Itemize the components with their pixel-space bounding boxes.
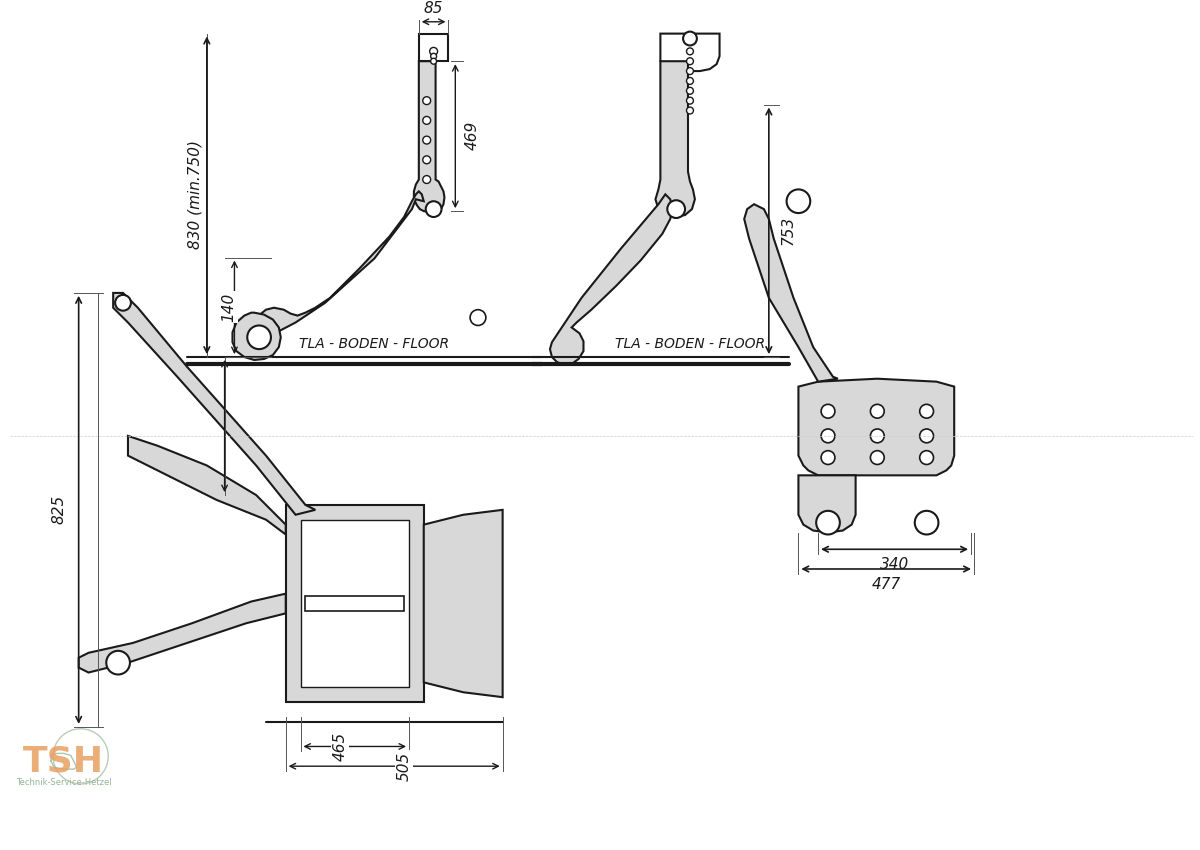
- Circle shape: [422, 116, 431, 124]
- Circle shape: [919, 450, 934, 464]
- Circle shape: [431, 54, 437, 60]
- Text: TLA - BODEN - FLOOR: TLA - BODEN - FLOOR: [299, 337, 450, 351]
- Text: 140: 140: [221, 292, 236, 322]
- Circle shape: [686, 48, 694, 54]
- Text: 477: 477: [871, 577, 901, 592]
- Polygon shape: [258, 191, 424, 337]
- Text: TLA - BODEN - FLOOR: TLA - BODEN - FLOOR: [614, 337, 766, 351]
- Text: 825: 825: [52, 496, 66, 524]
- Circle shape: [821, 429, 835, 443]
- Circle shape: [919, 429, 934, 443]
- Polygon shape: [424, 510, 503, 697]
- Polygon shape: [233, 313, 281, 360]
- Text: 340: 340: [880, 557, 910, 572]
- Circle shape: [686, 77, 694, 84]
- Circle shape: [247, 326, 271, 349]
- Text: TSH: TSH: [23, 745, 104, 779]
- Circle shape: [919, 405, 934, 418]
- Circle shape: [430, 48, 438, 55]
- Bar: [286, 505, 424, 702]
- Text: 505: 505: [396, 751, 412, 781]
- Circle shape: [686, 88, 694, 94]
- Circle shape: [686, 58, 694, 65]
- Circle shape: [422, 97, 431, 105]
- Text: 469: 469: [466, 121, 480, 150]
- Polygon shape: [414, 61, 444, 212]
- Circle shape: [686, 68, 694, 75]
- Circle shape: [686, 38, 694, 45]
- Text: 465: 465: [332, 732, 348, 761]
- Polygon shape: [419, 34, 449, 61]
- Circle shape: [686, 97, 694, 104]
- Circle shape: [431, 59, 437, 65]
- Polygon shape: [113, 293, 316, 515]
- Text: Technik-Service-Hetzel: Technik-Service-Hetzel: [16, 779, 112, 787]
- Circle shape: [821, 405, 835, 418]
- Polygon shape: [79, 593, 286, 672]
- Text: 753: 753: [781, 216, 796, 246]
- Text: 85: 85: [424, 1, 443, 16]
- Circle shape: [667, 201, 685, 218]
- Circle shape: [683, 31, 697, 45]
- Polygon shape: [550, 195, 672, 365]
- Text: 830 (min.750): 830 (min.750): [187, 140, 203, 249]
- Circle shape: [115, 295, 131, 310]
- Circle shape: [821, 450, 835, 464]
- Circle shape: [422, 156, 431, 164]
- Circle shape: [870, 405, 884, 418]
- Bar: [300, 519, 409, 688]
- Circle shape: [426, 201, 442, 217]
- Circle shape: [470, 309, 486, 326]
- Circle shape: [422, 176, 431, 184]
- Circle shape: [786, 190, 810, 213]
- Circle shape: [422, 136, 431, 144]
- Polygon shape: [655, 61, 695, 217]
- Circle shape: [870, 450, 884, 464]
- Polygon shape: [128, 436, 286, 535]
- Circle shape: [870, 429, 884, 443]
- Polygon shape: [660, 34, 720, 71]
- Polygon shape: [798, 475, 856, 532]
- Circle shape: [686, 107, 694, 114]
- Polygon shape: [744, 204, 838, 382]
- Circle shape: [816, 511, 840, 535]
- Polygon shape: [798, 379, 954, 475]
- Bar: [306, 596, 404, 611]
- Circle shape: [914, 511, 938, 535]
- Circle shape: [107, 651, 130, 675]
